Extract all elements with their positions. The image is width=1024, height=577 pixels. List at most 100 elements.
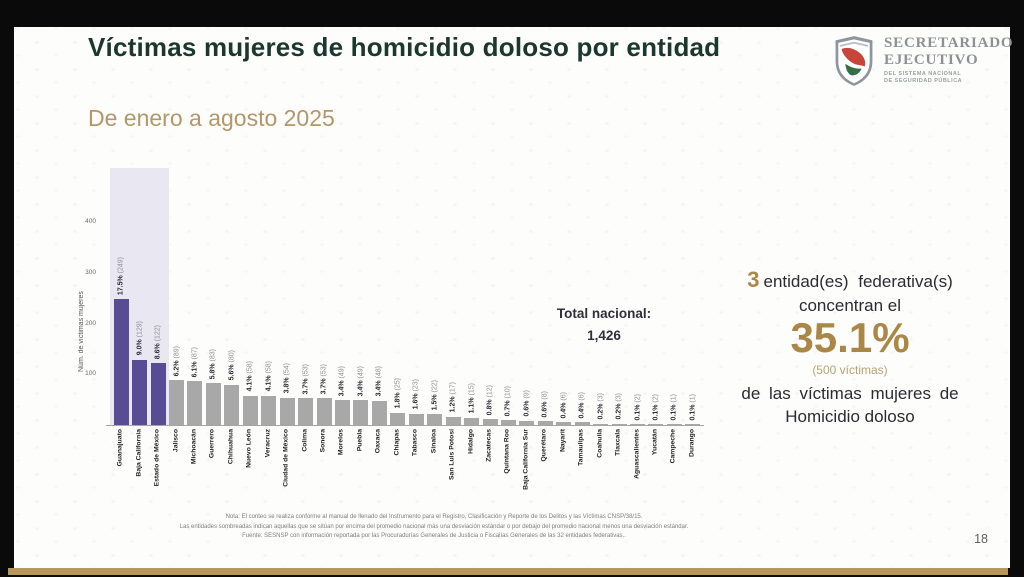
bar [334, 400, 350, 425]
callout-percentage: 35.1% [790, 314, 910, 361]
bar-value-label: 0.2% (3) [616, 393, 623, 419]
bar-value-label: 4.1% (58) [247, 361, 254, 391]
bar-value-label: 1.2% (17) [450, 382, 457, 412]
bar [593, 423, 609, 425]
bar-count: (17) [449, 382, 457, 395]
bar-percentage: 0.2% [597, 401, 605, 420]
bar-count: (15) [468, 383, 476, 396]
x-axis-label: Tabasco [411, 429, 419, 457]
bar-count: (54) [283, 363, 291, 376]
bar-percentage: 0.1% [652, 402, 660, 420]
bar-percentage: 3.4% [357, 378, 365, 396]
x-axis-label: Veracruz [264, 429, 272, 458]
bar-percentage: 1.2% [449, 394, 457, 413]
bar-percentage: 1.1% [468, 395, 476, 414]
x-axis-label: Chihuahua [227, 429, 235, 465]
bar-percentage: 1.6% [412, 391, 420, 410]
bar-column: 0.2% (3) Coahuila [591, 168, 609, 458]
shield-icon [835, 36, 873, 86]
bar [279, 397, 295, 425]
x-axis-label: Sinaloa [430, 429, 438, 454]
bar-value-label: 3.4% (49) [357, 366, 364, 396]
bar-column: 3.4% (49) Morelos [333, 168, 351, 455]
bar-chart: 17.5% (249) Guanajuato 9.0% (129) Baja Cali… [110, 168, 702, 490]
x-axis-label: Tlaxcala [614, 429, 622, 456]
x-axis-label: Yucatán [651, 429, 659, 456]
bar-column: 0.8% (12) Zacatecas [481, 168, 499, 462]
bar-column: 1.1% (15) Hidalgo [462, 168, 480, 454]
bar-column: 0.2% (3) Tlaxcala [610, 168, 628, 456]
y-tick-400: 400 [85, 218, 96, 226]
x-axis-label: Chiapas [393, 429, 401, 456]
bar-percentage: 0.2% [615, 401, 623, 420]
bar-value-label: 0.4% (6) [560, 392, 567, 418]
bar-value-label: 3.4% (49) [339, 366, 346, 396]
bar-value-label: 0.1% (1) [671, 394, 678, 420]
bar-column: 3.4% (49) Puebla [352, 168, 370, 451]
bar [169, 380, 185, 425]
bar-column: 3.7% (53) Sonora [315, 168, 333, 452]
callout-line3: de las víctimas mujeres de [741, 384, 959, 404]
bar-count: (89) [173, 345, 181, 359]
bar-value-label: 1.5% (22) [431, 380, 438, 410]
bar [630, 424, 646, 425]
bar [187, 381, 203, 425]
bar [205, 383, 221, 425]
bar [482, 419, 498, 425]
bar-percentage: 3.4% [338, 378, 346, 396]
footnote-nota: Nota: El conteo se realiza conforme al m… [225, 514, 643, 520]
bar-percentage: 9.0% [136, 337, 144, 356]
bar-column: 1.2% (17) San Luis Potosí [444, 168, 462, 480]
bar-value-label: 0.1% (2) [634, 394, 641, 420]
bar-count: (8) [541, 390, 549, 400]
bar-count: (53) [302, 363, 310, 377]
footnotes: Nota: El conteo se realiza conforme al m… [124, 513, 744, 542]
bar-count: (87) [191, 346, 199, 360]
bar-count: (53) [320, 363, 328, 377]
bar-count: (12) [486, 384, 494, 398]
secretariado-logo: SECRETARIADO EJECUTIVO DEL SISTEMA NACIO… [832, 35, 1013, 87]
x-axis-line [106, 425, 704, 426]
callout-entity-count: 3 [747, 267, 760, 292]
bar [224, 384, 240, 425]
bar-count: (249) [117, 256, 125, 274]
bar-percentage: 5.8% [209, 361, 217, 379]
bar-value-label: 6.2% (89) [173, 346, 180, 376]
bar-column: 17.5% (249) Guanajuato [112, 168, 130, 466]
x-axis-label: Michoacán [190, 429, 198, 465]
bar-percentage: 0.4% [578, 400, 586, 418]
bar-count: (129) [136, 321, 144, 338]
x-axis-label: Estado de México [153, 429, 161, 487]
bar [316, 398, 332, 425]
bar [113, 299, 129, 425]
bar-column: 3.7% (53) Colima [296, 168, 314, 452]
bar-percentage: 0.1% [689, 402, 697, 420]
bar-percentage: 3.8% [283, 375, 291, 394]
x-axis-label: Ciudad de México [282, 429, 290, 487]
bar [371, 400, 387, 425]
bar [427, 414, 443, 425]
bar-column: 0.4% (6) Nayarit [555, 168, 573, 452]
bar [298, 398, 314, 425]
bar-count: (80) [228, 350, 236, 363]
bar-column: 1.5% (22) Sinaloa [425, 168, 443, 453]
x-axis-label: Puebla [356, 429, 364, 452]
bar [685, 424, 701, 425]
x-axis-label: Baja California [135, 429, 143, 477]
bar-column: 1.6% (23) Tabasco [407, 168, 425, 456]
x-axis-label: Durango [688, 429, 696, 457]
bar-count: (122) [154, 324, 162, 342]
bar-value-label: 3.4% (48) [376, 366, 383, 396]
bar-value-label: 4.1% (58) [265, 361, 272, 391]
bar-value-label: 3.8% (54) [284, 363, 291, 393]
bar-percentage: 6.1% [191, 359, 199, 377]
bar-percentage: 5.6% [228, 362, 236, 381]
x-axis-label: Zacatecas [485, 429, 493, 462]
x-axis-label: Colima [301, 429, 309, 452]
x-axis-label: Jalisco [172, 429, 180, 453]
bar-count: (1) [670, 393, 678, 403]
bar-column: 0.6% (8) Querétaro [536, 168, 554, 461]
bar-percentage: 3.7% [320, 376, 328, 394]
bar-column: 1.8% (25) Chiapas [389, 168, 407, 455]
footnote-fuente: Fuente: SESNSP con información reportada… [242, 533, 626, 540]
